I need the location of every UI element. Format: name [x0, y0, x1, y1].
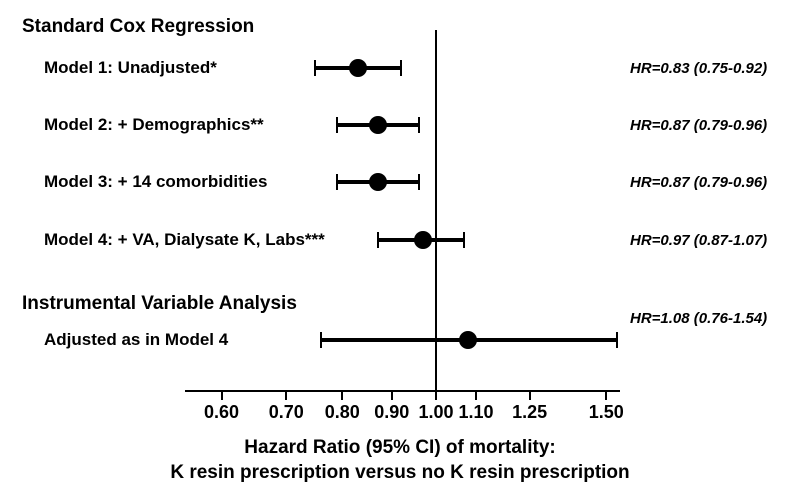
x-tick [475, 390, 477, 400]
model-label: Model 3: + 14 comorbidities [44, 172, 267, 192]
section-header: Standard Cox Regression [22, 16, 254, 38]
point-estimate [459, 331, 477, 349]
x-tick-label: 0.90 [374, 402, 409, 423]
x-tick [221, 390, 223, 400]
ci-cap [616, 332, 618, 348]
x-tick [341, 390, 343, 400]
ci-cap [377, 232, 379, 248]
x-tick-label: 0.80 [325, 402, 360, 423]
x-tick [529, 390, 531, 400]
hr-label: HR=1.08 (0.76-1.54) [630, 310, 767, 327]
axis-title-line2: K resin prescription versus no K resin p… [0, 462, 800, 484]
hr-label: HR=0.87 (0.79-0.96) [630, 174, 767, 191]
axis-title-line1: Hazard Ratio (95% CI) of mortality: [0, 437, 800, 459]
model-label: Model 4: + VA, Dialysate K, Labs*** [44, 230, 325, 250]
x-tick [391, 390, 393, 400]
x-axis [185, 390, 620, 392]
point-estimate [349, 59, 367, 77]
reference-line [435, 30, 437, 390]
hr-label: HR=0.87 (0.79-0.96) [630, 117, 767, 134]
ci-cap [336, 174, 338, 190]
x-tick-label: 1.00 [418, 402, 453, 423]
ci-cap [418, 174, 420, 190]
model-label: Model 2: + Demographics** [44, 115, 264, 135]
x-tick-label: 1.10 [458, 402, 493, 423]
x-tick [285, 390, 287, 400]
forest-plot: 0.60 0.70 0.80 0.90 1.001.10 1.25 1.50 Standard… [0, 0, 800, 503]
x-tick-label: 1.50 [589, 402, 624, 423]
ci-cap [418, 117, 420, 133]
hr-label: HR=0.97 (0.87-1.07) [630, 232, 767, 249]
model-label: Adjusted as in Model 4 [44, 330, 228, 350]
x-tick [435, 390, 437, 400]
point-estimate [369, 116, 387, 134]
ci-cap [314, 60, 316, 76]
section-header: Instrumental Variable Analysis [22, 293, 297, 315]
ci-cap [463, 232, 465, 248]
x-tick [605, 390, 607, 400]
x-tick-label: 1.25 [512, 402, 547, 423]
x-tick-label: 0.70 [269, 402, 304, 423]
ci-cap [400, 60, 402, 76]
hr-label: HR=0.83 (0.75-0.92) [630, 60, 767, 77]
point-estimate [414, 231, 432, 249]
ci-cap [336, 117, 338, 133]
model-label: Model 1: Unadjusted* [44, 58, 217, 78]
point-estimate [369, 173, 387, 191]
x-tick-label: 0.60 [204, 402, 239, 423]
ci-cap [320, 332, 322, 348]
